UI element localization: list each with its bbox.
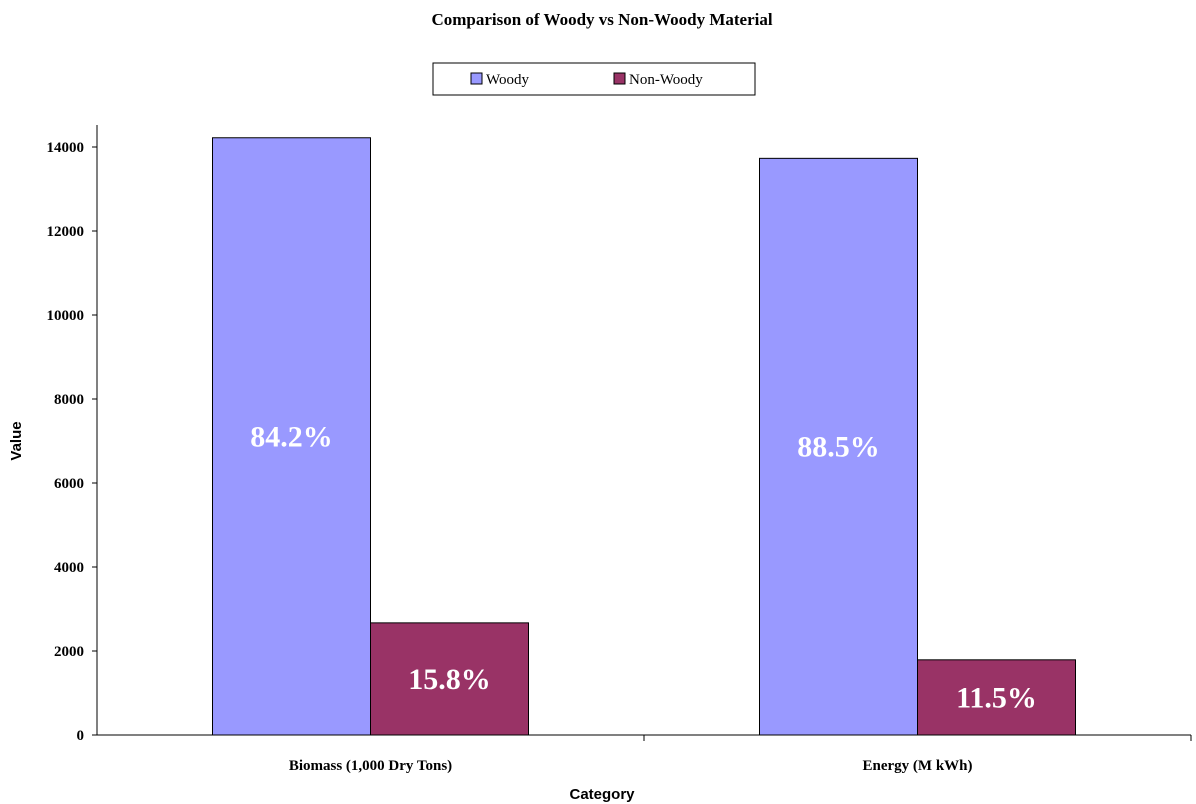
data-label: 88.5%	[797, 431, 880, 464]
y-tick-label: 10000	[47, 308, 85, 324]
data-label: 11.5%	[956, 681, 1037, 714]
data-label: 15.8%	[408, 663, 491, 696]
x-category-label: Energy (M kWh)	[863, 758, 973, 774]
legend-label-woody: Woody	[486, 72, 529, 88]
y-tick-label: 2000	[54, 644, 84, 660]
legend-box	[432, 62, 756, 96]
data-label: 84.2%	[250, 420, 333, 453]
bar	[917, 659, 1076, 736]
y-tick-label: 4000	[54, 560, 84, 576]
x-category-label: Biomass (1,000 Dry Tons)	[289, 758, 452, 774]
legend-label-non-woody: Non-Woody	[629, 72, 703, 88]
legend: Woody Non-Woody	[432, 62, 756, 96]
bar	[370, 622, 529, 736]
bar	[759, 157, 918, 736]
y-tick-label: 8000	[54, 392, 84, 408]
y-tick-label: 14000	[47, 140, 85, 156]
chart-title: Comparison of Woody vs Non-Woody Materia…	[431, 10, 772, 29]
y-tick-label: 0	[77, 728, 85, 744]
legend-swatch-non-woody	[613, 72, 626, 85]
y-axis-title: Value	[8, 421, 25, 460]
bar	[212, 137, 371, 736]
y-tick-label: 12000	[47, 224, 85, 240]
x-axis-title: Category	[569, 786, 635, 803]
y-tick-label: 6000	[54, 476, 84, 492]
legend-swatch-woody	[470, 72, 483, 85]
plot-area: 0 2000 4000 6000 8000 10000 12000 14000 Biomass …	[47, 125, 1192, 774]
